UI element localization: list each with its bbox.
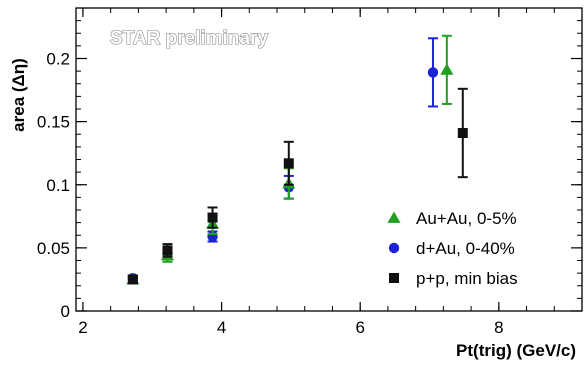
data-point-square (207, 212, 218, 223)
x-tick-label: 6 (355, 318, 364, 337)
data-point-triangle (440, 63, 454, 75)
data-point-square (457, 127, 468, 138)
legend-marker-square (389, 273, 399, 283)
y-tick-label: 0.05 (37, 239, 70, 258)
y-tick-label: 0 (61, 302, 70, 321)
plot-area (75, 7, 583, 312)
data-point-circle (427, 67, 439, 78)
data-series (126, 34, 468, 285)
legend-marker-circle (388, 242, 400, 254)
legend-label: d+Au, 0-40% (416, 239, 515, 258)
x-tick-label: 8 (494, 318, 503, 337)
y-tick-label: 0.15 (37, 113, 70, 132)
axis-tick-labels: 2 4 6 8 0 0.05 0.1 0.15 0.2 (37, 50, 504, 338)
data-point-square (283, 158, 294, 169)
series-square (127, 87, 468, 285)
x-tick-label: 4 (217, 318, 226, 337)
y-tick-label: 0.2 (46, 50, 70, 69)
y-tick-label: 0.1 (46, 176, 70, 195)
legend-label: p+p, min bias (416, 269, 518, 288)
legend-marker-triangle (387, 211, 401, 223)
x-tick-label: 2 (78, 318, 87, 337)
axis-ticks (76, 7, 582, 312)
watermark: STAR preliminary (110, 28, 268, 49)
data-point-square (162, 245, 173, 256)
y-axis-title: area (Δη) (9, 58, 28, 132)
legend: Au+Au, 0-5% d+Au, 0-40% p+p, min bias (387, 209, 518, 288)
legend-label: Au+Au, 0-5% (416, 209, 517, 228)
data-point-square (127, 274, 138, 285)
x-axis-title: Pt(trig) (GeV/c) (456, 341, 576, 360)
